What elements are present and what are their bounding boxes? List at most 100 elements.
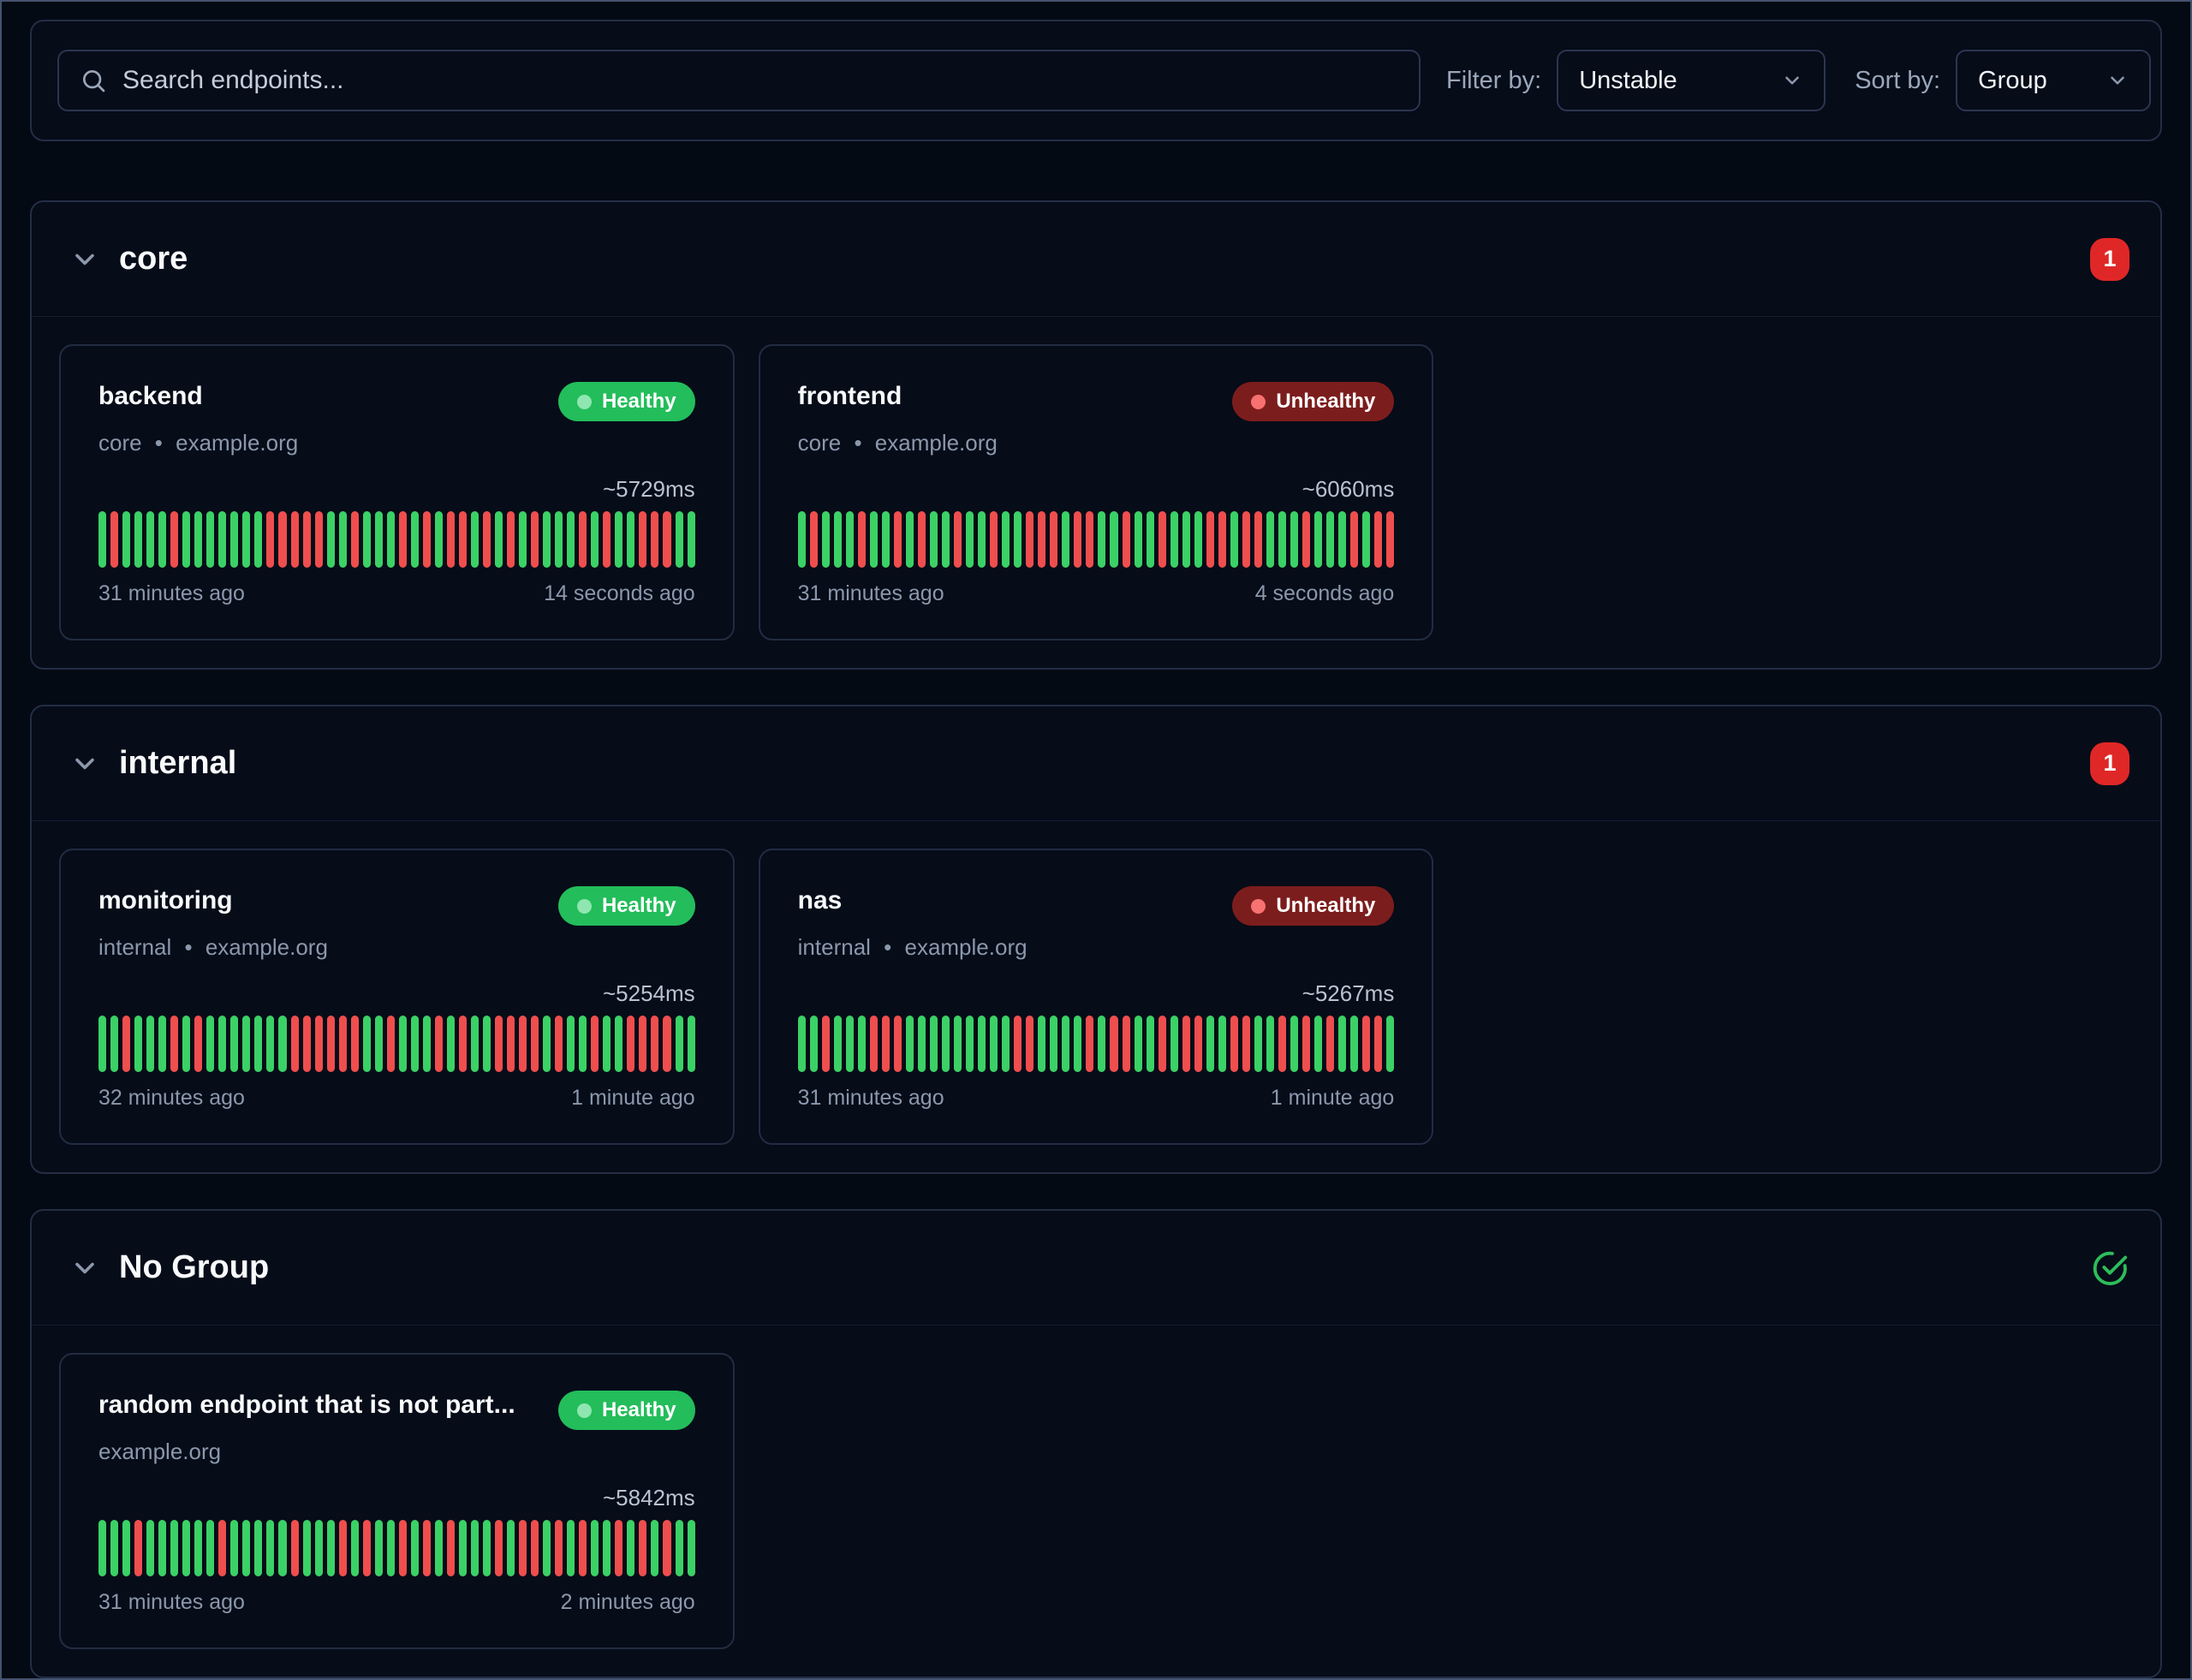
uptime-bar: [1110, 511, 1118, 568]
filter-select[interactable]: Unstable: [1557, 50, 1826, 111]
search-box[interactable]: [57, 50, 1421, 111]
endpoint-card-monitoring[interactable]: monitoring Healthy internal • example.or…: [59, 849, 735, 1145]
history-start-time: 31 minutes ago: [98, 581, 245, 605]
group-header-no-group[interactable]: No Group: [32, 1211, 2160, 1326]
uptime-bar: [845, 511, 854, 568]
uptime-bar: [398, 511, 407, 568]
uptime-bar: [218, 1520, 227, 1576]
uptime-bar: [809, 1016, 818, 1072]
status-badge-label: Healthy: [601, 894, 676, 917]
status-badge: Unhealthy: [1232, 886, 1395, 926]
uptime-bar: [458, 511, 467, 568]
status-badge: Healthy: [557, 382, 695, 421]
uptime-bar: [507, 1016, 515, 1072]
uptime-bars[interactable]: [98, 511, 695, 568]
endpoint-card-random[interactable]: random endpoint that is not part... Heal…: [59, 1353, 735, 1649]
endpoint-card-backend[interactable]: backend Healthy core • example.org ~5729…: [59, 344, 735, 640]
uptime-bar: [591, 1016, 599, 1072]
search-input[interactable]: [122, 66, 1398, 95]
uptime-bar: [326, 1520, 335, 1576]
uptime-bar: [1038, 511, 1046, 568]
uptime-bar: [122, 1016, 131, 1072]
uptime-bar: [555, 1520, 563, 1576]
sort-by-label: Sort by:: [1855, 66, 1941, 94]
uptime-bar: [158, 1016, 167, 1072]
uptime-bar: [194, 511, 203, 568]
uptime-bar: [881, 1016, 890, 1072]
uptime-bar: [1038, 1016, 1046, 1072]
uptime-bar: [254, 511, 263, 568]
chevron-down-icon[interactable]: [69, 1253, 100, 1284]
uptime-bar: [627, 511, 635, 568]
uptime-bar: [386, 1016, 395, 1072]
uptime-bar: [290, 511, 299, 568]
uptime-bar: [627, 1520, 635, 1576]
endpoint-meta: example.org: [98, 1439, 222, 1464]
uptime-bar: [663, 1520, 671, 1576]
uptime-bar: [170, 1520, 179, 1576]
uptime-bars[interactable]: [98, 1016, 695, 1072]
uptime-bar: [398, 1016, 407, 1072]
sort-select[interactable]: Group: [1956, 50, 2152, 111]
uptime-bar: [1302, 511, 1310, 568]
chevron-down-icon[interactable]: [69, 244, 100, 275]
uptime-bar: [218, 1016, 227, 1072]
uptime-bar: [1194, 1016, 1202, 1072]
group-internal: internal 1 monitoring Healthy internal •…: [30, 705, 2162, 1174]
uptime-bar: [857, 1016, 866, 1072]
uptime-bar: [146, 1016, 155, 1072]
uptime-bar: [1182, 1016, 1190, 1072]
uptime-bar: [663, 1016, 671, 1072]
uptime-bar: [543, 511, 551, 568]
uptime-bar: [1086, 511, 1094, 568]
uptime-bar: [338, 1520, 347, 1576]
chevron-down-icon[interactable]: [69, 748, 100, 779]
uptime-bar: [930, 1016, 938, 1072]
uptime-bars[interactable]: [797, 1016, 1395, 1072]
filter-by-label: Filter by:: [1446, 66, 1542, 94]
uptime-bar: [302, 511, 311, 568]
uptime-bar: [350, 1520, 359, 1576]
uptime-bar: [1326, 1016, 1335, 1072]
uptime-bar: [218, 511, 227, 568]
endpoint-meta: internal • example.org: [797, 934, 1028, 960]
uptime-bar: [386, 1520, 395, 1576]
uptime-bar: [1278, 1016, 1286, 1072]
uptime-bar: [687, 1016, 695, 1072]
status-dot-icon: [1251, 394, 1266, 409]
status-dot-icon: [576, 394, 592, 409]
endpoint-card-frontend[interactable]: frontend Unhealthy core • example.org ~6…: [758, 344, 1434, 640]
chevron-down-icon: [2111, 76, 2124, 85]
uptime-bars[interactable]: [98, 1520, 695, 1576]
endpoint-name: random endpoint that is not part...: [98, 1391, 515, 1419]
uptime-bar: [182, 511, 191, 568]
endpoint-card-nas[interactable]: nas Unhealthy internal • example.org ~52…: [758, 849, 1434, 1145]
group-unhealthy-count-badge: 1: [2090, 742, 2129, 785]
uptime-bar: [591, 511, 599, 568]
group-header-core[interactable]: core 1: [32, 202, 2160, 317]
group-header-internal[interactable]: internal 1: [32, 706, 2160, 821]
uptime-bar: [110, 1520, 119, 1576]
chevron-down-icon: [1785, 76, 1799, 85]
uptime-bar: [978, 511, 986, 568]
uptime-bar: [242, 1016, 251, 1072]
uptime-bar: [1338, 1016, 1347, 1072]
uptime-bars[interactable]: [797, 511, 1395, 568]
uptime-bar: [603, 1016, 611, 1072]
history-end-time: 1 minute ago: [571, 1086, 695, 1110]
history-start-time: 31 minutes ago: [797, 581, 944, 605]
status-badge-label: Unhealthy: [1276, 390, 1376, 413]
uptime-bar: [1338, 511, 1347, 568]
uptime-bar: [278, 1520, 287, 1576]
uptime-bar: [182, 1520, 191, 1576]
uptime-bar: [278, 511, 287, 568]
uptime-bar: [1170, 511, 1178, 568]
group-title: No Group: [119, 1249, 270, 1285]
group-title: core: [119, 241, 188, 277]
uptime-bar: [495, 1520, 503, 1576]
uptime-bar: [603, 511, 611, 568]
history-end-time: 2 minutes ago: [560, 1590, 695, 1614]
uptime-bar: [386, 511, 395, 568]
uptime-bar: [470, 1520, 479, 1576]
